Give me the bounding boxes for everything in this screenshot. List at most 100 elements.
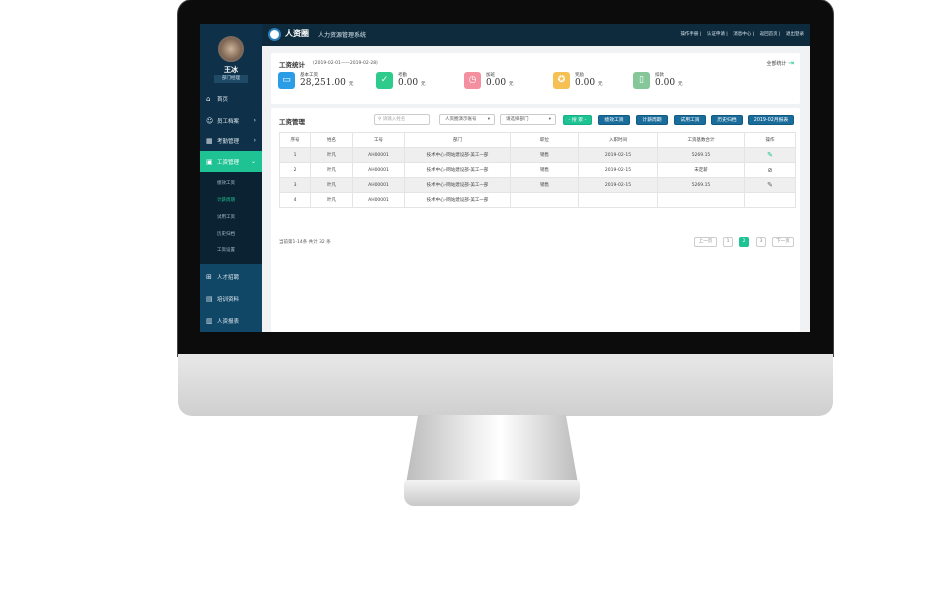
salary-submenu: 绩效工资 计薪周期 试用工资 历史归档 工资设置 — [200, 172, 262, 264]
sidebar-item-label: 员工档案 — [217, 119, 240, 125]
link-messages[interactable]: 消息中心 — [733, 32, 752, 37]
home-icon: ⌂ — [206, 95, 211, 103]
header-links: 操作手册 | 认证申请 | 消息中心 | 返回首页 | 退出登录 — [680, 32, 804, 37]
edit-icon[interactable]: ✎ — [767, 151, 773, 159]
sidebar-item-salary[interactable]: ▣ 工资管理 ⌄ — [200, 151, 262, 173]
edit-icon[interactable]: ✎ — [767, 181, 773, 189]
next-page-button[interactable]: 下一页 — [772, 237, 794, 247]
department-select[interactable]: 请选择部门 ▾ — [500, 114, 556, 125]
record-count: 当前第1-14条 共计 32 条 — [279, 240, 331, 245]
deduct-icon: ▯ — [633, 72, 650, 89]
submenu-archive[interactable]: 历史归档 — [217, 232, 235, 237]
search-placeholder: 请输入姓名 — [382, 117, 406, 122]
sidebar-item-home[interactable]: ⌂ 首页 — [200, 88, 262, 110]
user-role: 部门经理 — [214, 75, 248, 83]
stat-label: 加班 — [486, 73, 495, 78]
cell: 1 — [279, 147, 311, 163]
link-manual[interactable]: 操作手册 — [680, 32, 699, 37]
table-header: 序号 姓名 工号 部门 职位 入职时间 工资基数合计 操作 — [279, 132, 796, 148]
sidebar-item-training[interactable]: ▤ 培训资料 — [200, 288, 262, 310]
sidebar-item-recruit[interactable]: ⊞ 人才招聘 — [200, 266, 262, 288]
link-home[interactable]: 返回首页 — [759, 32, 778, 37]
cell — [510, 192, 579, 208]
performance-salary-button[interactable]: 绩效工资 — [598, 115, 630, 125]
user-name: 王冰 — [224, 66, 238, 74]
stat-value: 0.00 元 — [398, 78, 426, 88]
cell: 技术中心-网站建设部-美工一部 — [404, 192, 511, 208]
cell: ✎ — [744, 177, 796, 193]
wallet-icon: ▣ — [206, 158, 213, 166]
cell — [657, 192, 745, 208]
sidebar-item-label: 培训资料 — [217, 297, 240, 303]
stat-value: 28,251.00 元 — [300, 78, 354, 88]
cell — [744, 192, 796, 208]
search-button[interactable]: - 搜 索 - — [563, 115, 592, 125]
chevron-right-icon: › — [253, 117, 256, 124]
cell: 技术中心-网站建设部-美工一部 — [404, 147, 511, 163]
stat-value: 0.00 元 — [486, 78, 514, 88]
account-select[interactable]: 人资圈演示账号 ▾ — [439, 114, 495, 125]
submenu-pay-cycle[interactable]: 计薪周期 — [217, 198, 235, 203]
page-2-button[interactable]: 2 — [739, 237, 749, 247]
col-id[interactable]: 工号 — [352, 132, 405, 148]
page-1-button[interactable]: 1 — [723, 237, 733, 247]
table-row[interactable]: 2 叶凡 AH00001 技术中心-网站建设部-美工一部 销售 2019-02-15 未定薪… — [279, 162, 796, 178]
col-position: 职位 — [510, 132, 579, 148]
sidebar: 王冰 部门经理 ⌂ 首页 ☺ 员工档案 › ▦ 考勤管理 › ▣ 工资管理 ⌄ 绩效工资 计薪… — [200, 24, 262, 332]
stat-overtime: ◷ 加班 0.00 元 — [464, 72, 544, 102]
training-icon: ▤ — [206, 295, 213, 303]
table-row[interactable]: 3 叶凡 AH00001 技术中心-网站建设部-美工一部 销售 2019-02-15 526… — [279, 177, 796, 193]
table-row[interactable]: 1 叶凡 AH00001 技术中心-网站建设部-美工一部 销售 2019-02-15 526… — [279, 147, 796, 163]
arrow-right-circle-icon: ⇥ — [788, 59, 794, 67]
prev-page-button[interactable]: 上一页 — [694, 237, 717, 247]
salary-title: 工资管理 — [279, 118, 305, 126]
link-certify[interactable]: 认证申请 — [706, 32, 725, 37]
monitor-base — [404, 480, 580, 506]
cell: 4 — [279, 192, 311, 208]
sidebar-item-attendance[interactable]: ▦ 考勤管理 › — [200, 130, 262, 152]
sidebar-item-label: 人资报表 — [217, 319, 240, 325]
brand-name: 人资圈 — [285, 29, 309, 38]
avatar[interactable] — [218, 36, 244, 62]
chevron-right-icon: › — [253, 137, 256, 144]
calendar-check-icon: ✓ — [376, 72, 393, 89]
cell: AH00001 — [352, 177, 405, 193]
monthly-report-button[interactable]: 2019-02月报表 — [748, 115, 794, 125]
cell: 叶凡 — [310, 177, 353, 193]
sidebar-item-label: 人才招聘 — [217, 275, 240, 281]
cell: 3 — [279, 177, 311, 193]
page-3-button[interactable]: 3 — [756, 237, 766, 247]
history-archive-button[interactable]: 历史归档 — [711, 115, 743, 125]
cell: 技术中心-网站建设部-美工一部 — [404, 162, 511, 178]
col-dept[interactable]: 部门 — [404, 132, 511, 148]
disabled-icon[interactable]: ⊘ — [767, 166, 773, 174]
submenu-settings[interactable]: 工资设置 — [217, 248, 235, 253]
sidebar-lower: ⊞ 人才招聘 ▤ 培训资料 ▥ 人资报表 — [200, 264, 262, 332]
system-name: 人力资源管理系统 — [318, 32, 367, 39]
sidebar-item-report[interactable]: ▥ 人资报表 — [200, 310, 262, 332]
sidebar-item-employee[interactable]: ☺ 员工档案 › — [200, 110, 262, 132]
all-stats-link[interactable]: 全部统计 ⇥ — [767, 59, 794, 67]
user-file-icon: ☺ — [206, 117, 214, 125]
submenu-probation[interactable]: 试用工资 — [217, 215, 235, 220]
table-row[interactable]: 4 叶凡 AH00001 技术中心-网站建设部-美工一部 — [279, 192, 796, 208]
link-logout[interactable]: 退出登录 — [786, 32, 804, 37]
stat-deduction: ▯ 扣款 0.00 元 — [633, 72, 713, 102]
cell: 叶凡 — [310, 147, 353, 163]
probation-salary-button[interactable]: 试用工资 — [674, 115, 706, 125]
caret-down-icon: ▾ — [548, 117, 551, 122]
col-index[interactable]: 序号 — [279, 132, 311, 148]
cell: AH00001 — [352, 162, 405, 178]
caret-down-icon: ▾ — [487, 117, 490, 122]
medal-icon: ✪ — [553, 72, 570, 89]
stat-base-salary: ▭ 基本工资 28,251.00 元 — [278, 72, 358, 102]
stats-title: 工资统计 — [279, 61, 305, 69]
pay-cycle-button[interactable]: 计薪周期 — [636, 115, 668, 125]
cell: 叶凡 — [310, 192, 353, 208]
app-screen: 王冰 部门经理 ⌂ 首页 ☺ 员工档案 › ▦ 考勤管理 › ▣ 工资管理 ⌄ 绩效工资 计薪… — [200, 24, 810, 332]
col-name[interactable]: 姓名 — [310, 132, 353, 148]
submenu-performance[interactable]: 绩效工资 — [217, 181, 235, 186]
name-search-input[interactable]: ⚲ 请输入姓名 — [374, 114, 430, 125]
top-header: 人资圈 人力资源管理系统 操作手册 | 认证申请 | 消息中心 | 返回首页 |… — [262, 24, 810, 46]
overtime-icon: ◷ — [464, 72, 481, 89]
